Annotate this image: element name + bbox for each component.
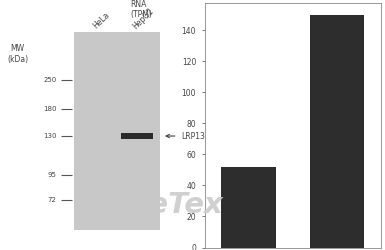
Text: RNA
(TPM): RNA (TPM) bbox=[131, 0, 152, 20]
Bar bbox=[221, 167, 276, 248]
Text: LRP130: LRP130 bbox=[182, 132, 210, 140]
Bar bbox=[121, 133, 153, 139]
Text: 130: 130 bbox=[43, 133, 57, 139]
Text: HeLa: HeLa bbox=[91, 10, 111, 31]
Text: 250: 250 bbox=[44, 77, 57, 83]
Text: HepG2: HepG2 bbox=[131, 6, 155, 31]
Text: 95: 95 bbox=[48, 172, 57, 178]
Text: 180: 180 bbox=[43, 106, 57, 112]
Text: 72: 72 bbox=[48, 197, 57, 203]
Text: GeneTex: GeneTex bbox=[85, 191, 223, 219]
Text: MW
(kDa): MW (kDa) bbox=[7, 44, 28, 64]
Bar bbox=[310, 15, 364, 247]
Bar bbox=[74, 32, 160, 230]
